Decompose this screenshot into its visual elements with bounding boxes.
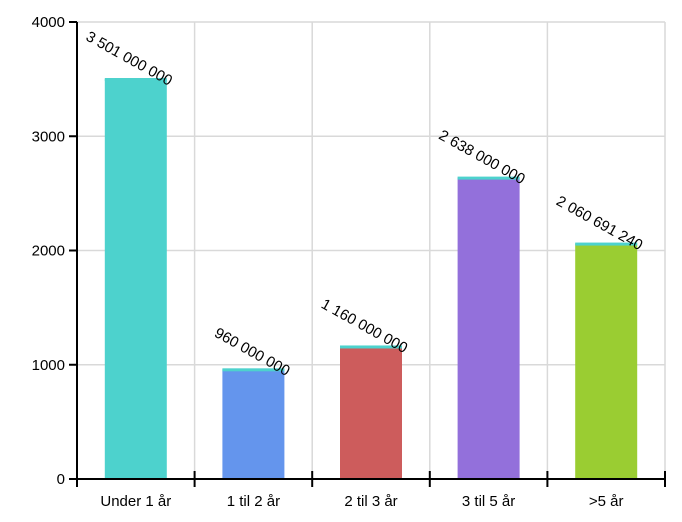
- bar-cap-3: [457, 176, 520, 180]
- y-tick-labels: 0 1000 2000 3000 4000: [32, 14, 65, 488]
- bar-cap-2: [340, 345, 402, 349]
- bar-2: [340, 346, 402, 479]
- y-tick-label: 2000: [32, 243, 65, 260]
- x-tick-label: 3 til 5 år: [462, 493, 515, 510]
- y-tick-label: 0: [57, 471, 65, 488]
- bar-1: [222, 369, 285, 479]
- grid-lines: [77, 21, 666, 479]
- x-tick-labels: Under 1 år 1 til 2 år 2 til 3 år 3 til 5 år…: [100, 493, 623, 510]
- bar-4: [575, 243, 638, 479]
- y-tick-label: 4000: [32, 14, 65, 31]
- x-tick-label: 2 til 3 år: [344, 493, 397, 510]
- x-tick-label: >5 år: [589, 493, 624, 510]
- bar-0: [104, 79, 167, 480]
- x-tick-label: Under 1 år: [100, 493, 171, 510]
- axes: [69, 21, 666, 487]
- bars: [104, 78, 638, 480]
- y-tick-label: 1000: [32, 357, 65, 374]
- bar-cap-1: [222, 368, 285, 372]
- bar-cap-0: [104, 78, 167, 82]
- y-tick-label: 3000: [32, 128, 65, 145]
- bar-3: [457, 177, 520, 479]
- x-tick-label: 1 til 2 år: [227, 493, 280, 510]
- bar-cap-4: [575, 242, 638, 246]
